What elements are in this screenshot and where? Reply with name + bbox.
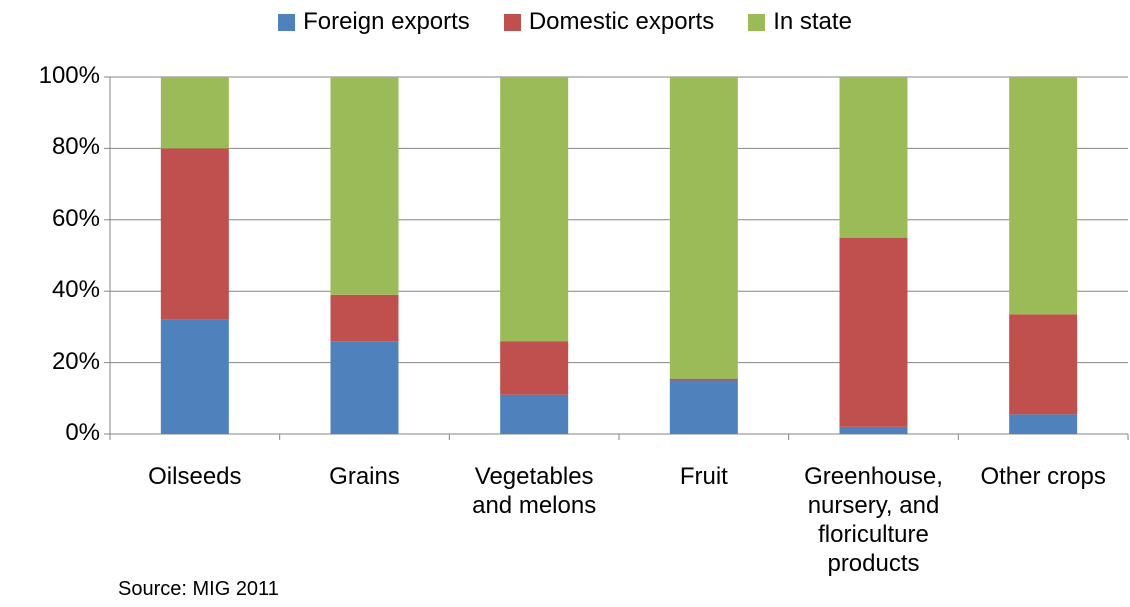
bar-segment <box>500 394 569 434</box>
y-tick-label: 40% <box>51 276 100 304</box>
bar-segment <box>330 294 399 342</box>
bar-segment <box>160 148 229 320</box>
y-tick-label: 80% <box>51 133 100 161</box>
x-tick-label: Vegetables and melons <box>472 463 597 519</box>
legend-label: Foreign exports <box>303 8 470 35</box>
bar-segment <box>1009 314 1078 415</box>
legend-swatch <box>748 13 766 31</box>
source-note: Source: MIG 2011 <box>118 578 279 600</box>
bar-segment <box>1009 77 1078 315</box>
bar-segment <box>160 77 229 149</box>
bar-segment <box>839 426 908 434</box>
y-tick-label: 100% <box>38 62 100 89</box>
bar-segment <box>839 77 908 238</box>
legend-label: Domestic exports <box>528 8 715 35</box>
y-tick-label: 60% <box>51 204 100 232</box>
bar-segment <box>500 341 569 395</box>
y-tick-label: 20% <box>51 347 100 375</box>
bar-segment <box>669 380 738 434</box>
y-tick-label: 0% <box>65 419 100 446</box>
legend-item: Foreign exports <box>278 8 470 36</box>
legend-item: Domestic exports <box>503 8 715 36</box>
x-tick-label: Oilseeds <box>148 463 242 490</box>
bar-segment <box>160 319 229 434</box>
bar-segment <box>1009 414 1078 434</box>
legend: Foreign exports Domestic exports In state <box>0 8 1130 36</box>
bar-segment <box>330 341 399 434</box>
legend-label: In state <box>773 8 852 35</box>
legend-item: In state <box>748 8 852 36</box>
legend-swatch <box>503 13 521 31</box>
bar-segment <box>839 237 908 427</box>
x-tick-label: Other crops <box>980 463 1106 490</box>
legend-swatch <box>278 13 296 31</box>
x-tick-label: Fruit <box>679 463 728 490</box>
x-tick-label: Grains <box>329 463 400 490</box>
bar-segment <box>669 378 738 381</box>
bar-segment <box>500 77 569 342</box>
x-tick-label: Greenhouse, nursery, and floriculture pr… <box>804 463 943 577</box>
bar-segment <box>330 77 399 295</box>
bar-segment <box>669 77 738 379</box>
